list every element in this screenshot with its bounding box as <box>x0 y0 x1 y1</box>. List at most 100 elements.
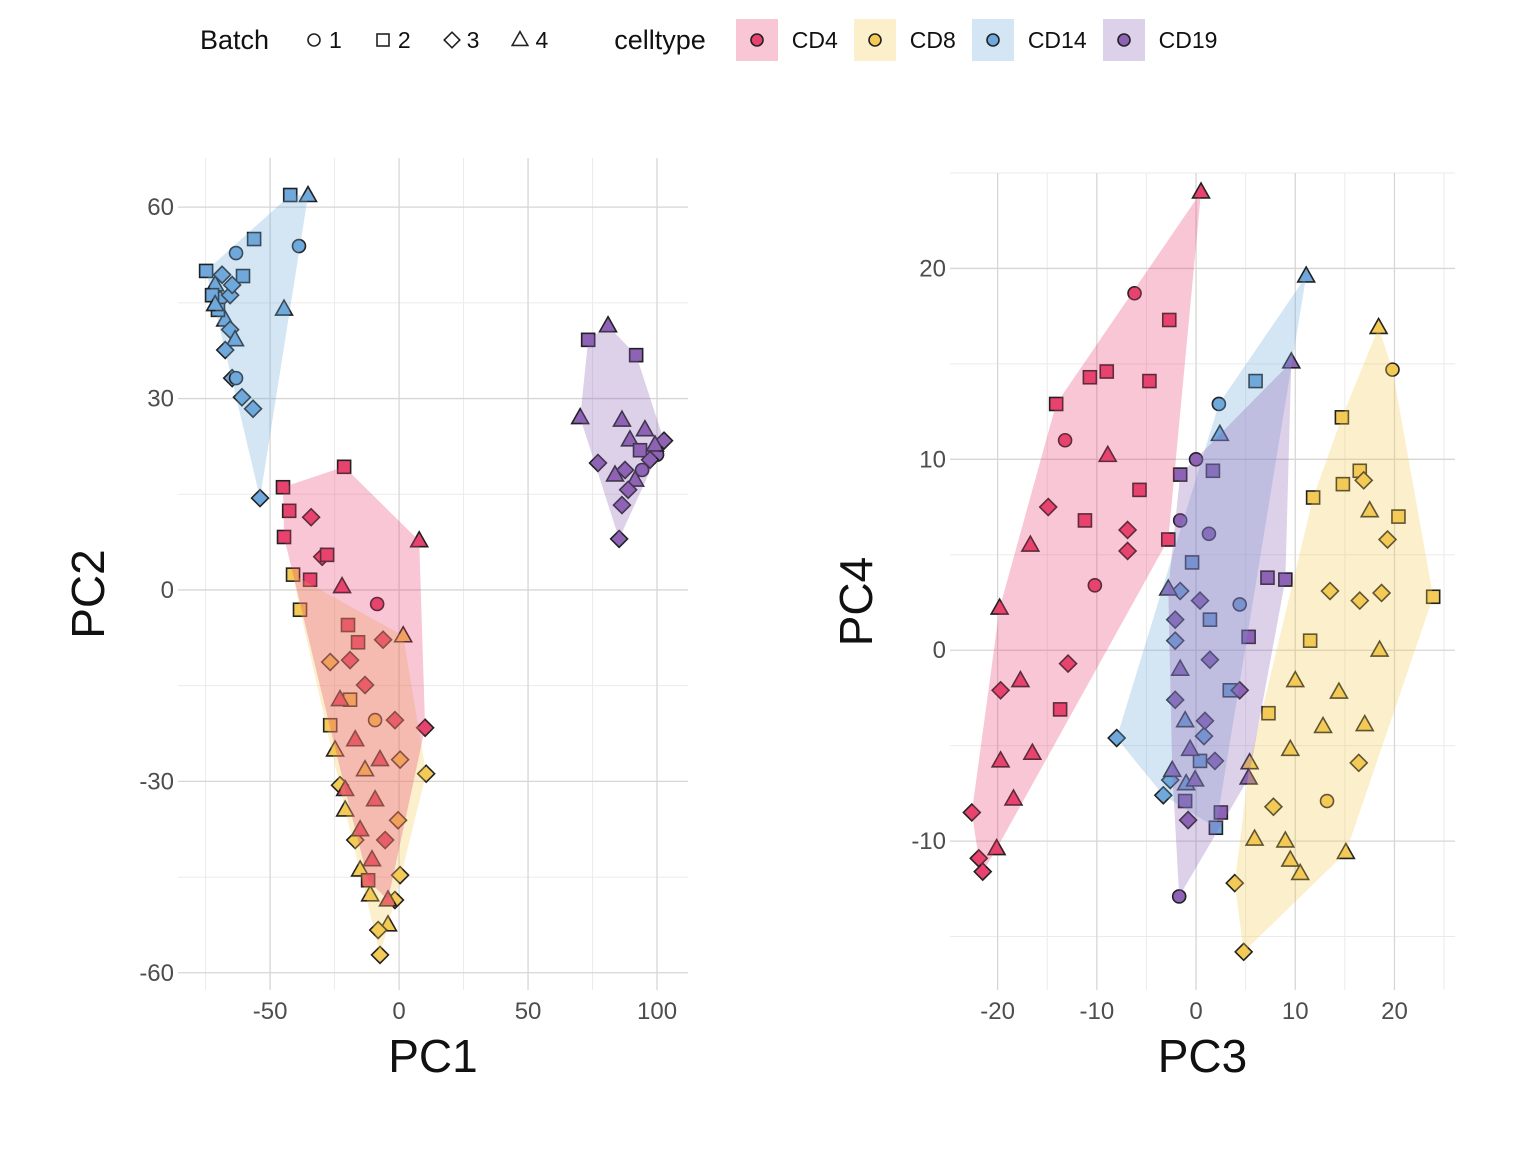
legend-batch-items: 1 2 3 4 <box>299 25 574 55</box>
point-cd8-batch3 <box>1350 591 1370 611</box>
point-cd8-batch4 <box>393 625 414 643</box>
point-cd8-batch4 <box>1275 830 1296 848</box>
point-cd4-batch2 <box>276 529 292 545</box>
point-cd8-batch4 <box>1285 670 1306 688</box>
point-cd4-batch1 <box>1087 578 1103 593</box>
point-cd19-batch1 <box>634 462 650 478</box>
point-cd19-batch2 <box>1278 572 1293 587</box>
point-cd14-batch3 <box>220 285 240 305</box>
hulls <box>206 195 665 955</box>
legend-label: CD19 <box>1158 26 1218 53</box>
point-cd19-batch1 <box>1172 513 1188 528</box>
celltype-swatch-icon <box>853 19 896 61</box>
point-cd14-batch2 <box>1248 373 1263 389</box>
point-cd19-batch3 <box>654 431 674 451</box>
point-cd14-batch3 <box>212 265 232 285</box>
point-cd14-batch4 <box>1296 265 1316 283</box>
point-cd19-batch2 <box>580 332 596 348</box>
point-cd4-batch3 <box>1058 654 1078 674</box>
point-cd8-batch2 <box>1334 410 1350 425</box>
point-cd8-batch2 <box>1425 589 1441 605</box>
point-cd14-batch4 <box>274 298 294 316</box>
point-cd8-batch3 <box>388 810 408 830</box>
point-cd19-batch2 <box>1241 629 1256 645</box>
y-tick-label: 0 <box>161 577 174 604</box>
point-cd4-batch2 <box>1160 532 1176 547</box>
triangle-shape <box>511 29 530 47</box>
circle-shape <box>307 33 321 47</box>
point-cd8-batch3 <box>1225 873 1245 893</box>
square-icon <box>376 33 390 47</box>
point-cd14-batch2 <box>246 231 262 247</box>
point-cd14-batch3 <box>1160 770 1180 790</box>
legend-batch-3: 3 <box>437 25 479 55</box>
legend-batch-4: 4 <box>505 25 548 55</box>
hull-cd8 <box>293 574 427 955</box>
point-cd4-batch2 <box>1082 369 1098 385</box>
x-tick-label: 10 <box>1282 998 1309 1025</box>
point-cd4-batch3 <box>1118 541 1138 561</box>
point-cd4-batch2 <box>319 547 335 563</box>
y-axis-title: PC4 <box>830 557 882 646</box>
circle-icon <box>307 33 321 47</box>
point-cd8-batch4 <box>335 799 355 817</box>
point-cd4-batch2 <box>1048 396 1064 412</box>
point-cd8-batch4 <box>1280 738 1301 757</box>
point-cd4-batch4 <box>335 778 355 797</box>
legend-label: CD14 <box>1027 26 1087 53</box>
point-cd4-batch4 <box>378 889 398 907</box>
point-cd4-batch2 <box>275 479 291 495</box>
point-cd14-batch1 <box>1232 597 1248 612</box>
y-tick-label: -30 <box>139 768 174 795</box>
point-cd19-batch4 <box>1238 767 1259 785</box>
point-cd4-batch2 <box>360 872 376 888</box>
hulls <box>971 192 1434 952</box>
point-cd4-batch4 <box>330 688 350 707</box>
point-cd14-batch3 <box>222 275 242 295</box>
point-cd4-batch3 <box>1118 520 1138 540</box>
point-cd19-batch3 <box>1165 610 1185 630</box>
point-cd8-batch2 <box>1335 476 1351 492</box>
point-cd4-batch2 <box>281 503 297 519</box>
point-cd4-batch4 <box>350 819 370 837</box>
point-cd8-batch3 <box>416 764 436 784</box>
point-cd4-batch3 <box>340 650 360 670</box>
hull-cd8 <box>1234 327 1434 952</box>
point-cd19-batch4 <box>645 434 665 452</box>
point-cd8-batch3 <box>1234 942 1254 962</box>
y-tick-label: -10 <box>911 828 946 855</box>
legend-celltype-cd8: CD8 <box>853 19 956 61</box>
point-cd19-batch2 <box>1177 793 1193 809</box>
point-cd19-batch4 <box>620 429 640 447</box>
legend-celltype-cd14: CD14 <box>971 19 1087 61</box>
x-tick-label: 50 <box>515 998 542 1025</box>
point-cd4-batch1 <box>369 596 385 612</box>
point-cd8-batch4 <box>350 859 370 877</box>
legend-label: CD4 <box>791 26 838 53</box>
panel-1: -50 0 50 100 -60 -30 0 30 60 PC1 PC2 <box>62 158 688 1082</box>
point-cd19-batch3 <box>612 495 632 515</box>
legend-batch-title: Batch <box>200 24 270 55</box>
point-cd4-batch2 <box>1142 373 1157 389</box>
point-cd4-batch3 <box>301 507 321 527</box>
celltype-swatch-icon <box>971 19 1014 61</box>
point-cd4-batch2 <box>340 617 356 633</box>
x-tick-label: 20 <box>1381 998 1408 1025</box>
point-cd4-batch3 <box>1038 497 1058 517</box>
hull-cd4 <box>282 466 426 901</box>
point-cd4-batch3 <box>962 802 982 823</box>
point-cd14-batch2 <box>198 263 214 279</box>
point-cd4-batch3 <box>373 630 393 650</box>
triangle-icon <box>511 29 530 47</box>
point-cd8-batch2 <box>1305 490 1321 505</box>
point-cd8-batch3 <box>1263 797 1284 817</box>
x-tick-label: 100 <box>637 998 677 1025</box>
point-cd8-batch3 <box>368 920 388 940</box>
point-cd19-batch1 <box>1201 526 1217 542</box>
celltype-swatch-icon <box>735 19 778 61</box>
y-tick-label: 30 <box>147 386 174 413</box>
circle-shape <box>749 33 764 47</box>
point-cd19-batch3 <box>1230 680 1250 700</box>
point-cd14-batch2 <box>1202 612 1218 627</box>
points <box>198 184 674 965</box>
